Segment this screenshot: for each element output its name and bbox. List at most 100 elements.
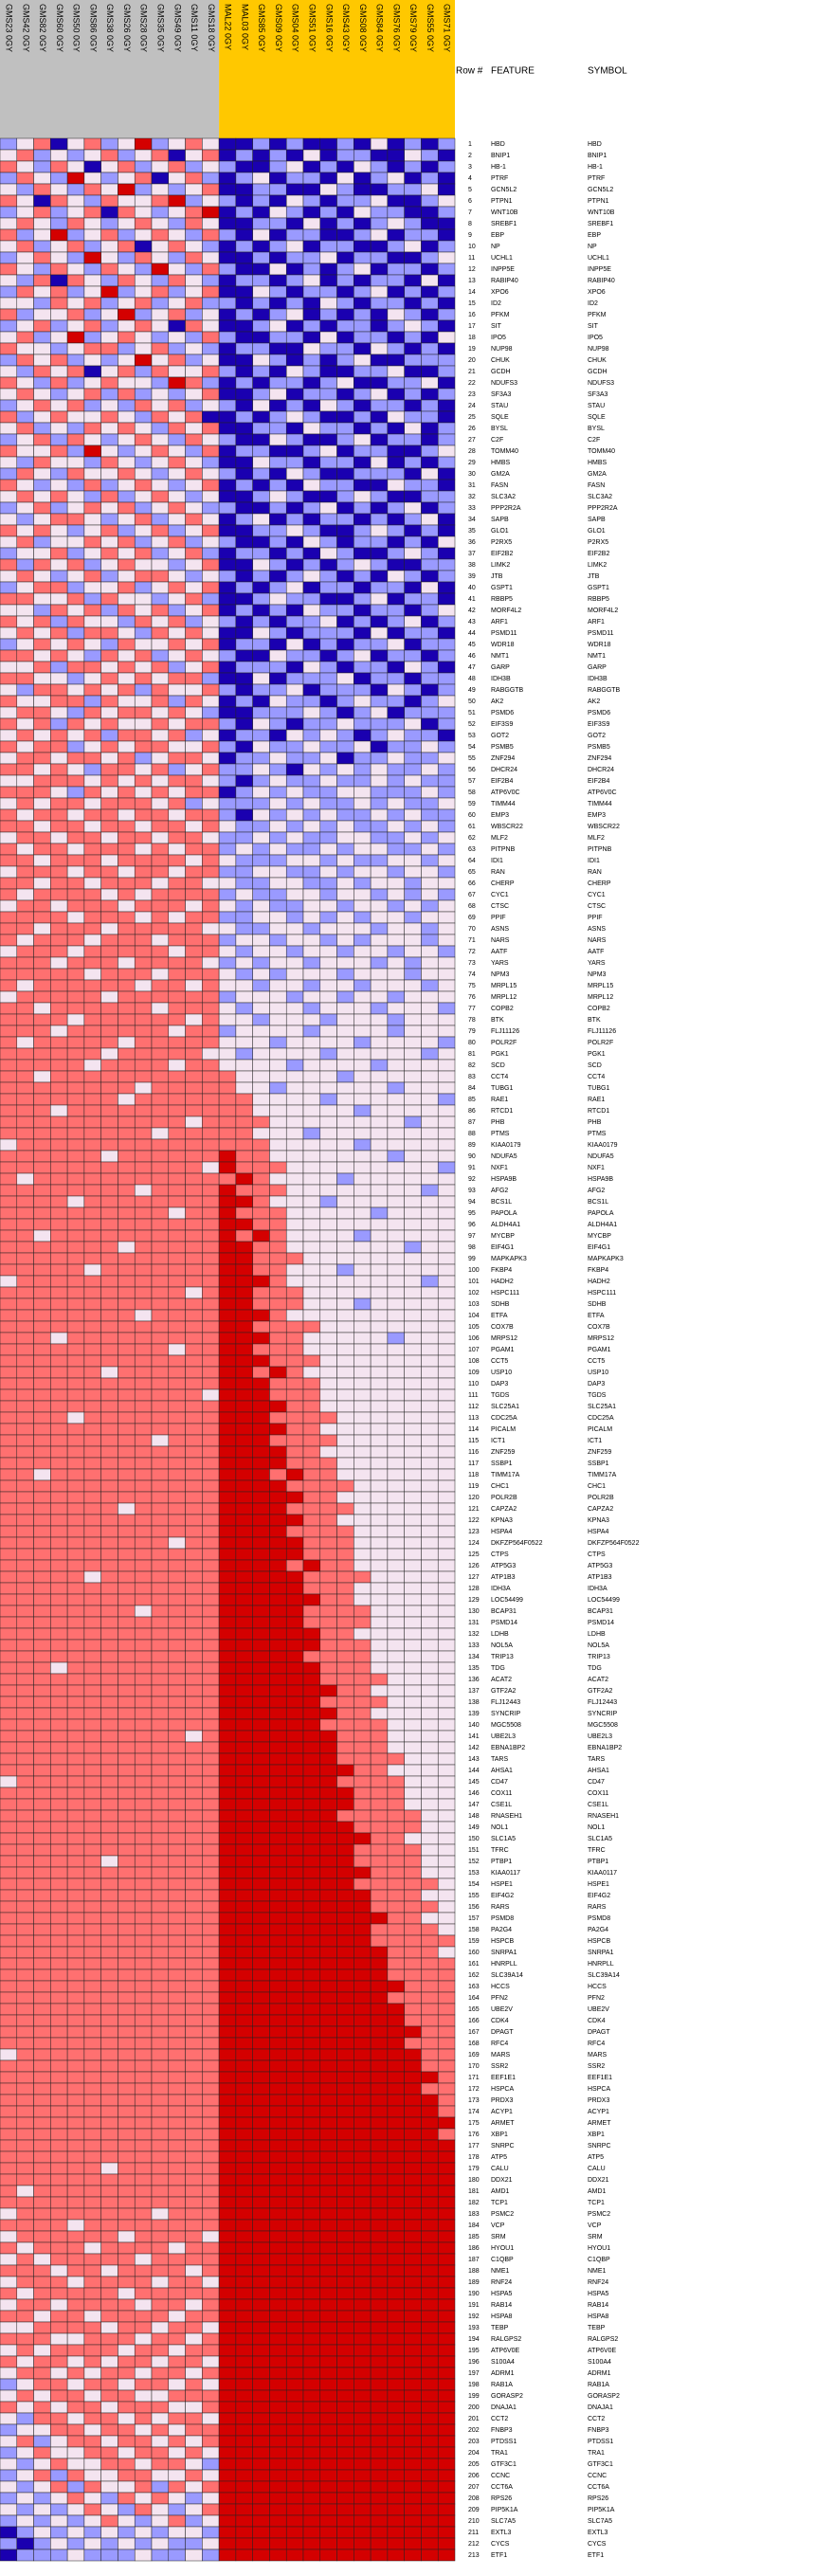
heatmap-cell	[336, 1206, 354, 1220]
heatmap-cell	[168, 342, 186, 355]
heatmap-cell	[235, 1002, 253, 1015]
heatmap-cell	[421, 1400, 439, 1413]
heatmap-cell	[319, 1934, 337, 1948]
heatmap-cell	[302, 945, 321, 958]
heatmap-cell	[437, 1502, 456, 1515]
heatmap-cell	[33, 2003, 51, 2016]
heatmap-cell	[437, 399, 456, 412]
heatmap-cell	[252, 1206, 270, 1220]
heatmap-cell	[118, 911, 136, 924]
heatmap-cell	[252, 763, 270, 776]
heatmap-cell	[218, 1536, 237, 1550]
heatmap-cell	[151, 1275, 170, 1288]
heatmap-cell	[202, 956, 220, 970]
heatmap-cell	[404, 1514, 422, 1527]
heatmap-cell	[33, 1605, 51, 1618]
heatmap-cell	[285, 558, 304, 571]
heatmap-cell	[319, 1946, 337, 1959]
heatmap-cell	[285, 1423, 304, 1436]
heatmap-cell	[302, 1787, 321, 1800]
heatmap-cell	[302, 1093, 321, 1106]
heatmap-cell	[66, 1445, 85, 1459]
heatmap-cell	[387, 1195, 405, 1208]
heatmap-cell	[168, 1229, 186, 1243]
heatmap-cell	[0, 1968, 18, 1982]
heatmap-cell	[185, 695, 203, 708]
heatmap-cell	[66, 1821, 85, 1834]
heatmap-cell	[118, 1843, 136, 1857]
heatmap-cell	[33, 1866, 51, 1879]
heatmap-cell	[118, 1730, 136, 1743]
heatmap-cell	[33, 865, 51, 879]
heatmap-cell	[0, 1047, 18, 1061]
heatmap-cell	[285, 1707, 304, 1720]
heatmap-cell	[252, 388, 270, 401]
heatmap-cell	[421, 1980, 439, 1993]
heatmap-cell	[33, 1218, 51, 1231]
heatmap-cell	[185, 137, 203, 151]
heatmap-cell	[354, 1275, 372, 1288]
heatmap-cell	[370, 1263, 389, 1277]
heatmap-cell	[16, 137, 34, 151]
feature: P2RX5	[491, 539, 512, 546]
heatmap-cell	[202, 1377, 220, 1390]
heatmap-cell	[437, 410, 456, 424]
heatmap-cell	[151, 1354, 170, 1368]
heatmap-cell	[118, 1536, 136, 1550]
heatmap-cell	[134, 1286, 153, 1299]
heatmap-cell	[185, 1957, 203, 1970]
heatmap-cell	[66, 581, 85, 594]
heatmap-cell	[285, 831, 304, 844]
heatmap-cell	[404, 1275, 422, 1288]
heatmap-cell	[269, 1673, 287, 1686]
heatmap-cell	[202, 786, 220, 799]
heatmap-cell	[302, 149, 321, 162]
heatmap-cell	[0, 786, 18, 799]
heatmap-cell	[16, 1377, 34, 1390]
heatmap-cell	[50, 1616, 68, 1629]
heatmap-cell	[33, 490, 51, 503]
heatmap-cell	[0, 1650, 18, 1663]
heatmap-cell	[66, 1275, 85, 1288]
heatmap-cell	[269, 1684, 287, 1697]
heatmap-cell	[134, 695, 153, 708]
heatmap-cell	[118, 1491, 136, 1504]
heatmap-cell	[168, 1434, 186, 1447]
heatmap-cell	[421, 968, 439, 981]
heatmap-cell	[387, 1627, 405, 1641]
heatmap-cell	[202, 945, 220, 958]
heatmap-cell	[354, 1684, 372, 1697]
heatmap-cell	[50, 865, 68, 879]
heatmap-cell	[134, 1241, 153, 1254]
heatmap-cell	[269, 1764, 287, 1777]
heatmap-cell	[285, 649, 304, 662]
heatmap-cell	[16, 558, 34, 571]
heatmap-cell	[269, 1286, 287, 1299]
heatmap-cell	[252, 1764, 270, 1777]
heatmap-cell	[354, 1479, 372, 1493]
heatmap-cell	[354, 1138, 372, 1152]
heatmap-cell	[235, 217, 253, 230]
heatmap-cell	[437, 968, 456, 981]
heatmap-cell	[118, 365, 136, 378]
heatmap-cell	[151, 979, 170, 992]
heatmap-cell	[168, 388, 186, 401]
heatmap-cell	[421, 831, 439, 844]
heatmap-cell	[336, 695, 354, 708]
heatmap-cell	[16, 752, 34, 765]
heatmap-cell	[168, 1468, 186, 1481]
heatmap-cell	[235, 877, 253, 890]
heatmap-cell	[50, 297, 68, 310]
heatmap-cell	[235, 638, 253, 651]
symbol: CHERP	[588, 880, 611, 887]
heatmap-cell	[202, 137, 220, 151]
heatmap-cell	[83, 1400, 101, 1413]
heatmap-cell	[134, 137, 153, 151]
heatmap-cell	[218, 1980, 237, 1993]
row-number: 117	[468, 1460, 479, 1467]
heatmap-cell	[269, 1582, 287, 1595]
heatmap-cell	[421, 263, 439, 276]
heatmap-cell	[421, 1263, 439, 1277]
heatmap-cell	[83, 479, 101, 492]
heatmap-cell	[302, 1514, 321, 1527]
